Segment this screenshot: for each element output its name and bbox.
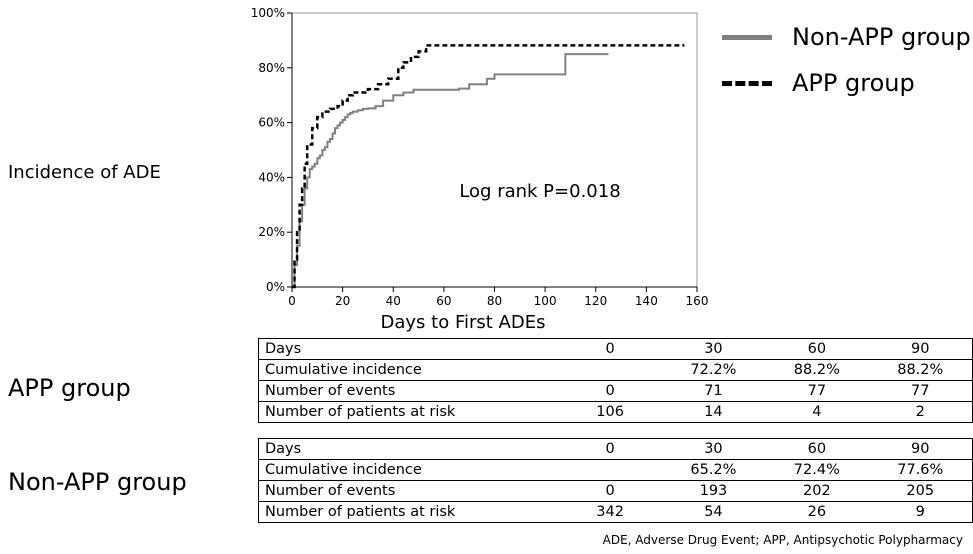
row-label: Cumulative incidence [258,459,559,481]
table-cell: 90 [868,438,973,460]
row-label: Days [258,438,559,460]
legend-swatch-dashed [722,80,772,86]
table-cell: 71 [661,380,766,402]
table-cell: 342 [558,501,662,523]
y-tick-label: 20% [258,225,285,239]
table-cell: 2 [868,401,973,423]
table-cell: 54 [661,501,766,523]
table-cell: 77.6% [868,459,973,481]
x-tick-label: 160 [686,294,709,308]
logrank-annotation: Log rank P=0.018 [459,181,620,202]
chart-series [292,44,685,289]
table-cell: 4 [765,401,869,423]
table-cell: 30 [661,438,766,460]
y-tick-label: 100% [251,6,285,20]
row-label: Number of events [258,480,559,502]
chart-axes: 0% 20% 40% 60% 80% 100% 0 20 40 60 80 100 120 140 160 [251,6,709,308]
legend: Non-APP group APP group [722,14,971,106]
table-cell: 60 [765,338,869,360]
x-tick-label: 140 [635,294,658,308]
non-app-group-label: Non-APP group [8,468,187,496]
y-tick-label: 40% [258,170,285,184]
table-row: Days 0 30 60 90 [258,438,973,460]
x-tick-label: 120 [584,294,607,308]
x-axis-label: Days to First ADEs [381,312,546,333]
table-cell: 26 [765,501,869,523]
x-tick-label: 0 [288,294,296,308]
legend-item-app: APP group [722,60,971,106]
row-label: Cumulative incidence [258,359,559,381]
table-cell [558,459,662,481]
table-cell: 14 [661,401,766,423]
table-cell: 77 [868,380,973,402]
table-row: Number of patients at risk 106 14 4 2 [258,401,973,423]
row-label: Days [258,338,559,360]
table-cell: 88.2% [765,359,869,381]
series-line-app [292,44,685,289]
table-cell: 106 [558,401,662,423]
table-cell: 77 [765,380,869,402]
series-line-non-app [292,53,609,288]
app-group-label: APP group [8,374,131,402]
table-cell: 72.2% [661,359,766,381]
y-tick-label: 80% [258,61,285,75]
footnote: ADE, Adverse Drug Event; APP, Antipsycho… [602,533,963,547]
plot-frame [291,12,698,288]
legend-label: Non-APP group [792,23,971,51]
table-cell: 72.4% [765,459,869,481]
x-tick-label: 60 [436,294,451,308]
table-cell: 60 [765,438,869,460]
table-row: Cumulative incidence 72.2% 88.2% 88.2% [258,359,973,381]
table-cell: 0 [558,380,662,402]
table-cell: 30 [661,338,766,360]
y-axis-label: Incidence of ADE [8,162,161,183]
table-cell: 9 [868,501,973,523]
table-cell: 90 [868,338,973,360]
table-cell: 0 [558,480,662,502]
table-cell [558,359,662,381]
y-tick-label: 60% [258,116,285,130]
table-cell: 193 [661,480,766,502]
table-cell: 202 [765,480,869,502]
km-chart: 0%20%40%60%80%100%0 20 40 60 80 100 120 140 160 … [251,6,709,333]
table-cell: 205 [868,480,973,502]
table-row: Number of events 0 71 77 77 [258,380,973,402]
row-label: Number of events [258,380,559,402]
table-cell: 88.2% [868,359,973,381]
table-cell: 0 [558,338,662,360]
legend-label: APP group [792,69,915,97]
legend-item-non-app: Non-APP group [722,14,971,60]
row-label: Number of patients at risk [258,401,559,423]
table-row: Number of patients at risk 342 54 26 9 [258,501,973,523]
x-tick-label: 80 [487,294,502,308]
table-row: Number of events 0 193 202 205 [258,480,973,502]
table-row: Cumulative incidence 65.2% 72.4% 77.6% [258,459,973,481]
x-tick-label: 40 [386,294,401,308]
x-tick-label: 20 [335,294,350,308]
app-group-table: Days 0 30 60 90 Cumulative incidence 72.2% 88.2… [258,338,973,423]
table-cell: 0 [558,438,662,460]
legend-swatch-solid [722,34,772,40]
table-cell: 65.2% [661,459,766,481]
x-tick-label: 100 [534,294,557,308]
non-app-group-table: Days 0 30 60 90 Cumulative incidence 65.2% 72.4… [258,438,973,523]
table-row: Days 0 30 60 90 [258,338,973,360]
row-label: Number of patients at risk [258,501,559,523]
y-tick-label: 0% [266,280,285,294]
